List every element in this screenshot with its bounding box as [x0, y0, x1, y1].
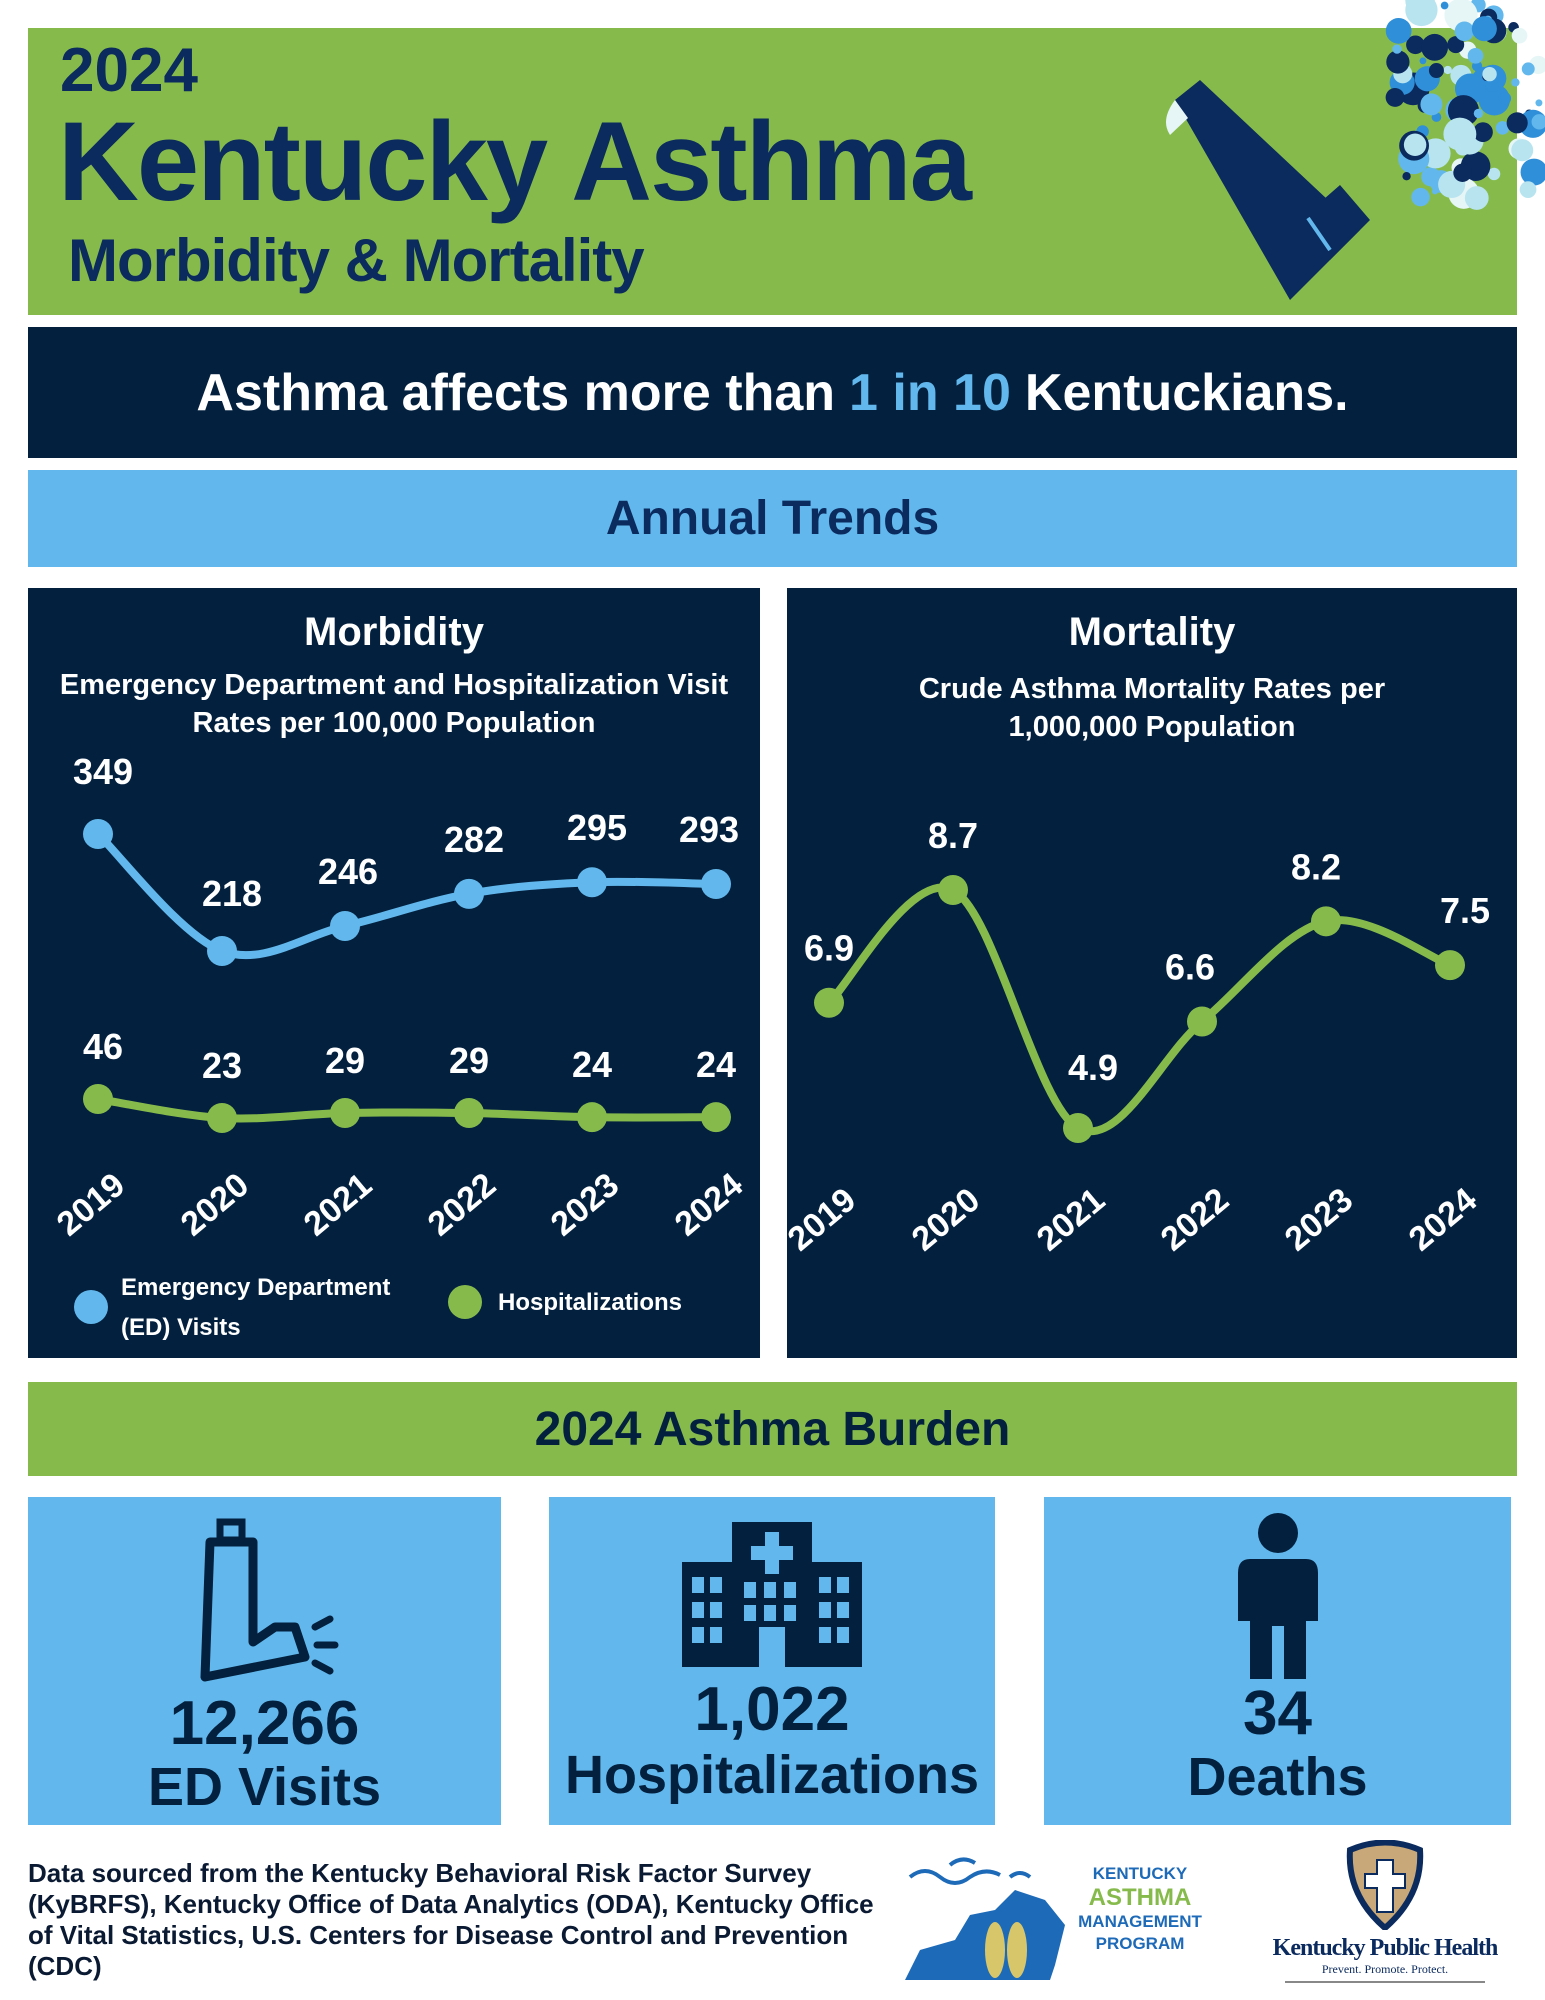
legend-ed: Emergency Department (ED) Visits — [121, 1268, 390, 1348]
card-ed-visits: 12,266 ED Visits — [28, 1497, 501, 1825]
data-point — [207, 1103, 237, 1133]
year-tick-label: 2020 — [905, 1181, 987, 1259]
data-label: 23 — [202, 1045, 242, 1086]
section-heading-annual-trends: Annual Trends — [28, 470, 1517, 567]
data-point — [1435, 950, 1465, 981]
data-label: 29 — [325, 1040, 365, 1081]
series-line — [826, 883, 1452, 1136]
kamp-line-3: MANAGEMENT — [1078, 1912, 1202, 1931]
data-label: 8.7 — [928, 815, 978, 856]
legend-ed-marker — [74, 1290, 108, 1324]
data-point — [701, 869, 731, 900]
card-deaths: 34 Deaths — [1044, 1497, 1511, 1825]
year-tick-label: 2023 — [544, 1166, 626, 1244]
kamp-line-1: KENTUCKY — [1093, 1864, 1188, 1883]
data-label: 246 — [318, 851, 378, 892]
card-hospitalizations: 1,022 Hospitalizations — [549, 1497, 995, 1825]
data-point — [454, 1098, 484, 1129]
data-point — [938, 875, 968, 905]
mortality-chart-panel: Mortality Crude Asthma Mortality Rates p… — [787, 588, 1517, 1358]
data-point — [577, 1102, 607, 1133]
page-title: Kentucky Asthma — [58, 99, 972, 224]
inhaler-icon — [200, 1518, 338, 1682]
data-point — [701, 1102, 731, 1133]
kph-name: Kentucky Public Health — [1272, 1935, 1499, 1961]
data-label: 293 — [679, 809, 739, 850]
legend-ed-label-2: (ED) Visits — [121, 1314, 241, 1341]
deaths-label: Deaths — [1187, 1747, 1368, 1807]
data-point — [330, 910, 360, 941]
hospital-icon — [682, 1522, 862, 1667]
prevalence-banner: Asthma affects more than 1 in 10 Kentuck… — [28, 327, 1517, 458]
deaths-count: 34 — [1243, 1679, 1312, 1748]
year-tick-label: 2023 — [1278, 1181, 1360, 1259]
banner-text: Asthma affects more than — [196, 363, 836, 422]
data-point — [1311, 906, 1341, 937]
banner-highlight: 1 in 10 — [849, 363, 1011, 422]
inhaler-spray-illustration — [1166, 0, 1545, 300]
data-label: 7.5 — [1440, 890, 1490, 931]
data-label: 282 — [444, 819, 504, 860]
banner-text-end: Kentuckians. — [1024, 363, 1349, 422]
data-point — [83, 1084, 113, 1114]
data-label: 29 — [449, 1040, 489, 1081]
data-point — [577, 867, 607, 898]
ed-visits-count: 12,266 — [169, 1689, 360, 1758]
data-point — [207, 936, 237, 966]
data-point — [1187, 1006, 1217, 1037]
kentucky-asthma-management-program-logo: KENTUCKY ASTHMA MANAGEMENT PROGRAM — [905, 1857, 1202, 1980]
data-point — [814, 987, 844, 1018]
series-line — [95, 831, 717, 960]
page-subtitle: Morbidity & Mortality — [68, 227, 645, 294]
legend-hosp: Hospitalizations — [498, 1289, 683, 1316]
chart-title: Mortality — [1068, 610, 1236, 654]
year-tick-label: 2019 — [50, 1166, 132, 1244]
data-label: 6.6 — [1165, 947, 1215, 988]
mortality-line-chart: 6.9 8.7 4.9 6.6 8.2 7.5 2019 2020 2021 2022 2023 20… — [787, 815, 1490, 1259]
section-heading-burden: 2024 Asthma Burden — [28, 1382, 1517, 1476]
year-tick-label: 2022 — [1154, 1181, 1236, 1259]
chart-subtitle: Crude Asthma Mortality Rates per 1,000,0… — [918, 673, 1386, 743]
data-label: 24 — [572, 1044, 612, 1085]
series-line — [97, 1095, 717, 1123]
data-point — [83, 819, 113, 849]
person-icon — [1237, 1513, 1318, 1679]
data-source-note: Data sourced from the Kentucky Behaviora… — [28, 1858, 874, 1981]
chart-subtitle: Emergency Department and Hospitalization… — [59, 669, 729, 739]
header-year: 2024 — [60, 36, 198, 105]
morbidity-chart-panel: Morbidity Emergency Department and Hospi… — [28, 588, 760, 1358]
morbidity-line-chart: 349 218 246 282 295 293 46 23 29 29 24 24 2019 2020 20… — [50, 751, 750, 1244]
kamp-line-4: PROGRAM — [1096, 1934, 1185, 1953]
spray-dots — [1385, 0, 1545, 210]
data-point — [1063, 1113, 1093, 1143]
data-label: 218 — [202, 873, 262, 914]
data-point — [454, 878, 484, 909]
data-label: 349 — [73, 751, 133, 792]
hospitalizations-count: 1,022 — [694, 1675, 850, 1744]
kamp-line-2: ASTHMA — [1089, 1884, 1192, 1911]
data-label: 24 — [696, 1044, 736, 1085]
year-tick-label: 2021 — [1030, 1181, 1112, 1259]
data-label: 6.9 — [804, 928, 854, 969]
chart-title: Morbidity — [304, 610, 484, 654]
shield-icon — [1346, 1839, 1424, 1932]
data-label: 4.9 — [1068, 1047, 1118, 1088]
data-label: 8.2 — [1291, 846, 1341, 887]
data-label: 46 — [83, 1026, 123, 1067]
data-label: 295 — [567, 807, 627, 848]
legend-hosp-marker — [448, 1285, 482, 1319]
kph-tagline: Prevent. Promote. Protect. — [1321, 1962, 1449, 1976]
year-tick-label: 2022 — [421, 1166, 503, 1244]
kentucky-public-health-logo: Kentucky Public Health Prevent. Promote.… — [1240, 1839, 1530, 1990]
year-tick-label: 2024 — [1402, 1181, 1484, 1259]
year-tick-label: 2024 — [668, 1166, 750, 1244]
ed-visits-label: ED Visits — [147, 1757, 382, 1817]
hospitalizations-label: Hospitalizations — [564, 1745, 980, 1805]
inhaler-icon — [1166, 80, 1370, 300]
legend-ed-label-1: Emergency Department — [121, 1274, 391, 1301]
data-point — [330, 1098, 360, 1129]
year-tick-label: 2021 — [297, 1166, 379, 1244]
year-tick-label: 2020 — [174, 1166, 256, 1244]
year-tick-label: 2019 — [787, 1181, 863, 1259]
